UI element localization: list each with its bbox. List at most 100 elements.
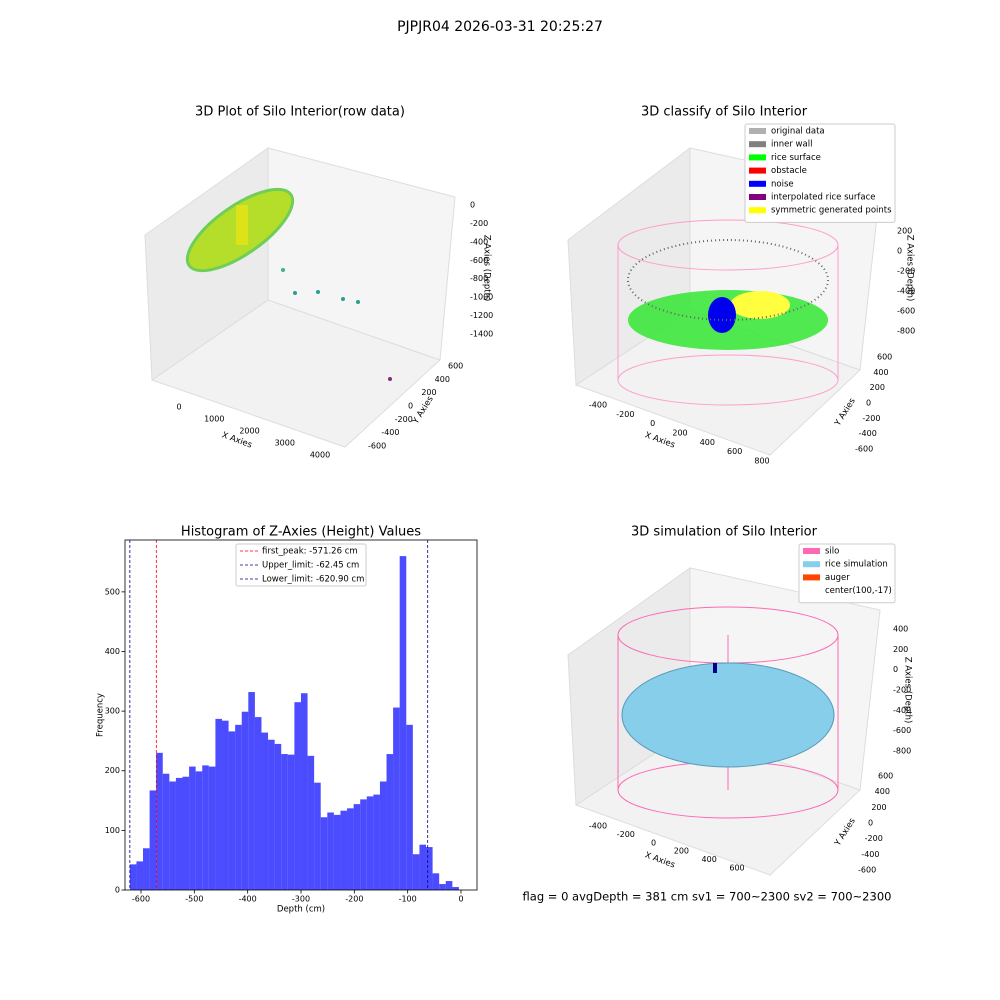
bar: [340, 810, 348, 890]
legend-swatch: [749, 180, 766, 187]
y-tick-label: -400: [861, 850, 879, 859]
bar: [439, 884, 446, 890]
x-tick-label: 600: [727, 447, 742, 456]
x-tick-label: 0: [458, 895, 463, 904]
z-axis-label: Z Axies (Depth): [903, 657, 913, 724]
bar: [307, 755, 315, 890]
legend-label: inner wall: [771, 140, 812, 150]
bar: [327, 812, 334, 890]
z-tick-label: 400: [893, 625, 908, 634]
x-tick-label: 200: [672, 429, 687, 438]
bar: [393, 707, 400, 890]
y-tick-label: 0: [868, 819, 873, 828]
bar: [261, 732, 269, 890]
bar: [426, 847, 433, 890]
bar: [143, 848, 150, 890]
x-tick-label: -400: [589, 822, 607, 831]
bar: [235, 724, 242, 890]
z-tick-label: -400: [893, 706, 911, 715]
z-axis-label: Z Axies (Depth): [482, 235, 492, 302]
bar: [156, 752, 163, 890]
x-tick-label: -600: [132, 895, 150, 904]
bar: [432, 873, 440, 890]
x-tick-label: -200: [617, 830, 635, 839]
y-tick-label: 400: [875, 787, 890, 796]
z-tick-label: 0: [470, 201, 475, 210]
y-axis-label: Y Axies: [411, 394, 437, 427]
bar: [353, 804, 361, 890]
legend-box: [235, 543, 367, 587]
z-tick-label: 200: [893, 645, 908, 654]
bar: [320, 817, 328, 890]
x-tick-label: 0: [651, 838, 656, 847]
y-tick-label: -600: [368, 442, 386, 451]
x-tick-label: -400: [589, 401, 607, 410]
z-tick-label: 0: [893, 665, 898, 674]
pane-back: [267, 147, 456, 361]
bar: [195, 771, 203, 890]
y-axis-label: Y Axies: [833, 816, 859, 849]
bar: [129, 864, 137, 890]
z-tick-label: -1200: [470, 311, 493, 320]
bar: [294, 702, 301, 890]
bar: [445, 881, 453, 890]
bar: [149, 790, 157, 890]
y-tick-label: -200: [865, 834, 883, 843]
x-tick-label: 400: [700, 438, 715, 447]
bar: [221, 720, 229, 890]
legend-label: obstacle: [771, 166, 807, 176]
decor-4: [617, 606, 839, 819]
legend-label: symmetric generated points: [771, 206, 892, 216]
bar: [281, 754, 288, 890]
x-tick-label: -400: [239, 895, 257, 904]
x-axis-label: Depth (cm): [277, 905, 325, 915]
legend-swatch: [803, 574, 820, 581]
y-tick-label: 200: [871, 803, 886, 812]
legend-box: [744, 123, 896, 223]
status-text: flag = 0 avgDepth = 381 cm sv1 = 700~230…: [523, 890, 892, 904]
legend-label: silo: [825, 547, 839, 557]
subplot-title: 3D Plot of Silo Interior(row data): [195, 105, 405, 120]
bar: [386, 754, 394, 890]
legend-swatch: [749, 207, 766, 214]
y-tick-label: 600: [878, 772, 893, 781]
subplot-title: 3D simulation of Silo Interior: [631, 525, 818, 540]
bar: [274, 743, 282, 890]
legend-label: center(100,-17): [825, 586, 892, 596]
bar: [189, 766, 196, 890]
y-tick-label: -200: [395, 415, 413, 424]
subplot-title: 3D classify of Silo Interior: [641, 105, 808, 120]
z-tick-label: 200: [897, 227, 912, 236]
x-tick-label: -300: [292, 895, 310, 904]
subplot-title: Histogram of Z-Axies (Height) Values: [181, 525, 421, 540]
y-tick-label: 0: [408, 402, 413, 411]
z-tick-label: -400: [470, 237, 488, 246]
bar: [347, 808, 354, 890]
x-axis-label: X Axies: [643, 850, 676, 870]
bar: [182, 776, 190, 890]
bar: [248, 692, 255, 890]
z-tick-label: -200: [897, 267, 915, 276]
bar: [366, 796, 374, 890]
bar: [287, 754, 295, 890]
z-tick-label: -600: [897, 307, 915, 316]
legend-swatch: [749, 167, 766, 174]
legend-label: interpolated rice surface: [771, 193, 876, 203]
x-tick-label: -100: [399, 895, 417, 904]
decor-2: [617, 219, 839, 406]
bar: [162, 773, 170, 890]
y-tick-label: 300: [105, 707, 120, 716]
z-tick-label: -1400: [470, 330, 493, 339]
legend-box: [798, 543, 896, 604]
y-tick-label: 0: [866, 399, 871, 408]
legend-label: noise: [771, 179, 794, 189]
x-tick-label: 0: [650, 419, 655, 428]
y-tick-label: -200: [862, 414, 880, 423]
bar: [215, 718, 222, 890]
y-tick-label: -600: [858, 866, 876, 875]
y-tick-label: 600: [877, 353, 892, 362]
y-tick-label: 200: [421, 388, 436, 397]
y-tick-label: 0: [115, 886, 120, 895]
y-tick-label: -400: [381, 428, 399, 437]
